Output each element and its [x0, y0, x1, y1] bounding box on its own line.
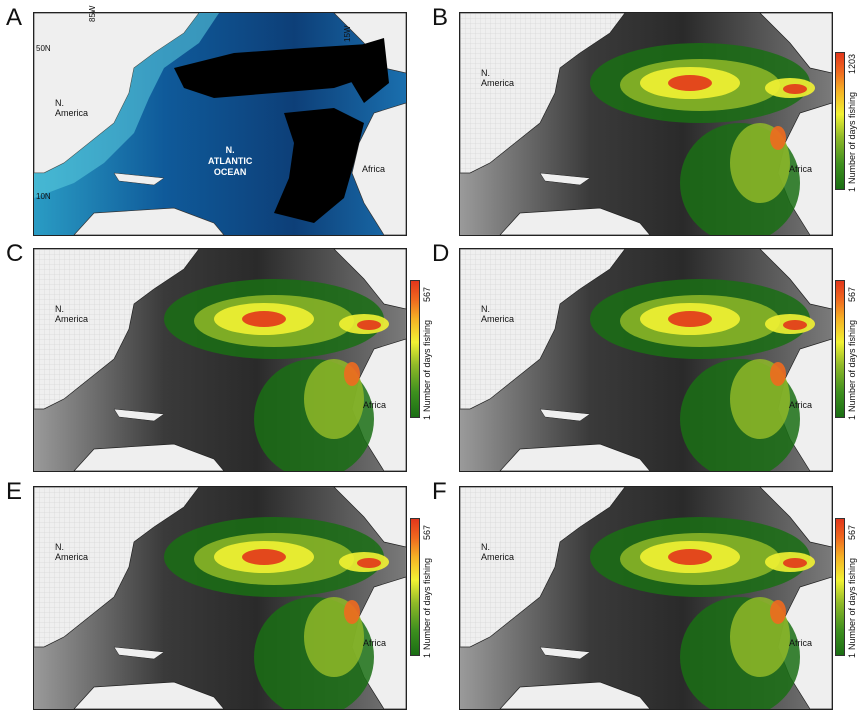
effort-hotspot [668, 549, 712, 565]
ocean-label-line2: OCEAN [213, 167, 247, 177]
effort-hotspot [783, 558, 807, 568]
effort-map-svg [34, 249, 406, 471]
bathymetry-map [33, 12, 407, 236]
latitude-label-50n: 50N [36, 44, 51, 53]
legend-min-label: 1 [422, 652, 432, 658]
legend-max-label: 567 [847, 524, 857, 540]
africa-label: Africa [789, 400, 813, 410]
effort-hotspot [770, 362, 786, 386]
longitude-label-85w: 85W [88, 5, 97, 22]
effort-hotspot [783, 320, 807, 330]
effort-hotspot [344, 600, 360, 624]
panel-letter: E [6, 478, 23, 505]
color-scale-bar [410, 518, 420, 656]
effort-map-svg [34, 487, 406, 709]
north-america-label: N. America [481, 542, 515, 562]
legend-min-label: 1 [422, 414, 432, 420]
longitude-label-15w: 15W [343, 25, 352, 42]
color-scale-bar [410, 280, 420, 418]
north-america-label: N. America [481, 68, 515, 88]
effort-hotspot [668, 75, 712, 91]
effort-hotspot [357, 558, 381, 568]
effort-hotspot [344, 362, 360, 386]
color-scale-bar [835, 518, 845, 656]
effort-hotspot [242, 311, 286, 327]
legend-title: Number of days fishing [847, 557, 857, 650]
legend-min-label: 1 [847, 186, 857, 192]
panel-letter: B [432, 4, 449, 31]
effort-hotspot [242, 549, 286, 565]
legend-max-label: 567 [847, 286, 857, 302]
panel-letter: A [6, 4, 23, 31]
panel-letter: F [432, 478, 447, 505]
bathymetry-map-svg [34, 13, 406, 235]
ocean-label: N. ATLANTIC OCEAN [208, 145, 252, 178]
effort-hotspot [668, 311, 712, 327]
effort-hotspot [357, 320, 381, 330]
legend-max-label: 1203 [847, 53, 857, 74]
legend-min-label: 1 [847, 652, 857, 658]
ocean-label-line1: N. ATLANTIC [208, 145, 253, 166]
effort-map [33, 486, 407, 710]
effort-map-svg [460, 13, 832, 235]
effort-map [459, 248, 833, 472]
legend-title: Number of days fishing [847, 91, 857, 184]
latitude-label-10n: 10N [36, 192, 51, 201]
panel-letter: C [6, 240, 24, 267]
africa-label: Africa [362, 164, 386, 174]
effort-hotspot [770, 126, 786, 150]
legend-min-label: 1 [847, 414, 857, 420]
north-america-label: N. America [55, 542, 89, 562]
effort-hotspot [783, 84, 807, 94]
effort-map-svg [460, 249, 832, 471]
legend-max-label: 567 [422, 286, 432, 302]
africa-label: Africa [363, 638, 387, 648]
effort-map-svg [460, 487, 832, 709]
effort-hotspot [770, 600, 786, 624]
legend-max-label: 567 [422, 524, 432, 540]
effort-map [33, 248, 407, 472]
effort-map [459, 486, 833, 710]
north-america-label: N. America [55, 304, 89, 324]
legend-title: Number of days fishing [847, 319, 857, 412]
africa-label: Africa [363, 400, 387, 410]
north-america-label: N. America [55, 98, 89, 118]
panel-letter: D [432, 240, 450, 267]
north-america-label: N. America [481, 304, 515, 324]
effort-map [459, 12, 833, 236]
color-scale-bar [835, 280, 845, 418]
legend-title: Number of days fishing [422, 319, 432, 412]
africa-label: Africa [789, 638, 813, 648]
legend-title: Number of days fishing [422, 557, 432, 650]
africa-label: Africa [789, 164, 813, 174]
color-scale-bar [835, 52, 845, 190]
